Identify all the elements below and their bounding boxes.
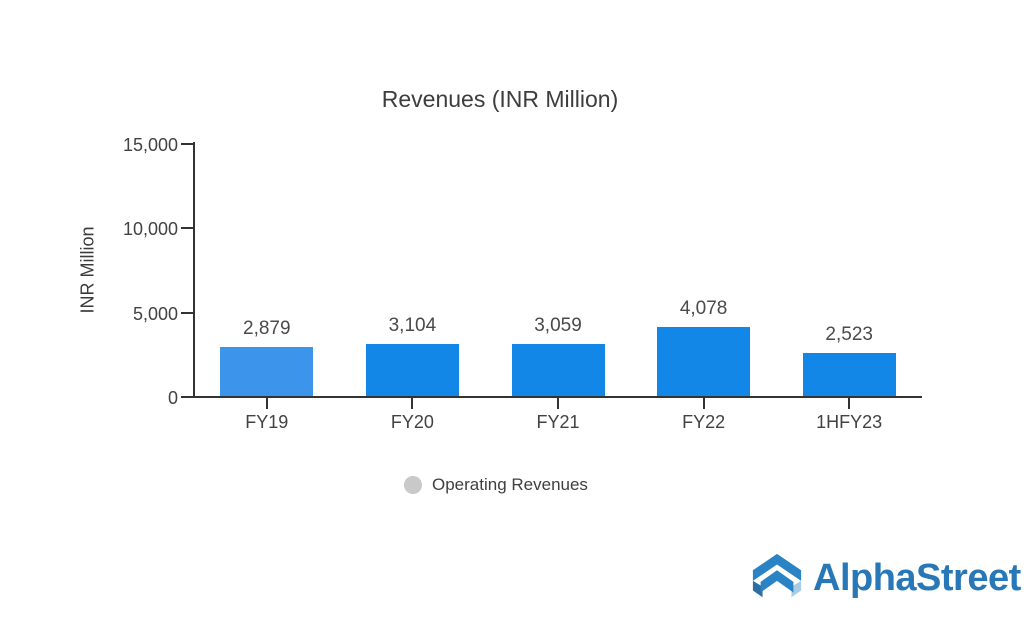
x-axis-tick-label: FY19 (245, 412, 289, 432)
y-axis-tick (181, 227, 194, 230)
bar-FY21 (511, 344, 605, 396)
legend: Operating Revenues (404, 475, 588, 495)
chart-title: Revenues (INR Million) (381, 86, 619, 112)
y-axis-tick (181, 396, 194, 398)
bar-FY19 (220, 347, 314, 396)
bar-value-label: 3,104 (388, 315, 437, 336)
bar-FY20 (365, 344, 459, 396)
bar-value-label: 2,879 (243, 318, 291, 339)
y-axis-tick (181, 311, 194, 314)
y-axis-tick-label: 5,000 (132, 303, 178, 324)
bar-value-label: 4,078 (679, 298, 728, 319)
x-axis-line (193, 396, 922, 398)
alphastreet-logo-icon (752, 553, 802, 598)
y-axis-tick (181, 143, 194, 145)
y-axis-tick-label: 10,000 (122, 219, 178, 240)
alphastreet-logo-text: AlphaStreet (813, 557, 1021, 599)
y-axis-tick-label: 15,000 (122, 135, 178, 155)
x-axis-tick (702, 398, 705, 409)
bar-value-label: 3,059 (534, 315, 582, 336)
x-axis-tick (265, 398, 268, 409)
x-axis-tick-label: 1HFY23 (816, 412, 883, 432)
y-axis-tick-label: 0 (167, 388, 178, 408)
legend-label: Operating Revenues (432, 475, 588, 494)
y-axis-title: INR Million (77, 226, 98, 314)
bar-FY22 (657, 327, 751, 396)
x-axis-tick-label: FY20 (390, 412, 434, 432)
x-axis-tick-label: FY21 (536, 412, 580, 432)
y-axis-line (193, 142, 195, 398)
x-axis-tick (411, 398, 414, 409)
bar-value-label: 2,523 (825, 324, 873, 345)
x-axis-tick (848, 398, 851, 409)
x-axis-tick-label: FY22 (682, 412, 726, 432)
x-axis-tick (557, 398, 559, 409)
legend-marker-icon (404, 476, 422, 494)
bar-1HFY23 (802, 353, 896, 396)
alphastreet-logo: AlphaStreet (748, 549, 1021, 607)
